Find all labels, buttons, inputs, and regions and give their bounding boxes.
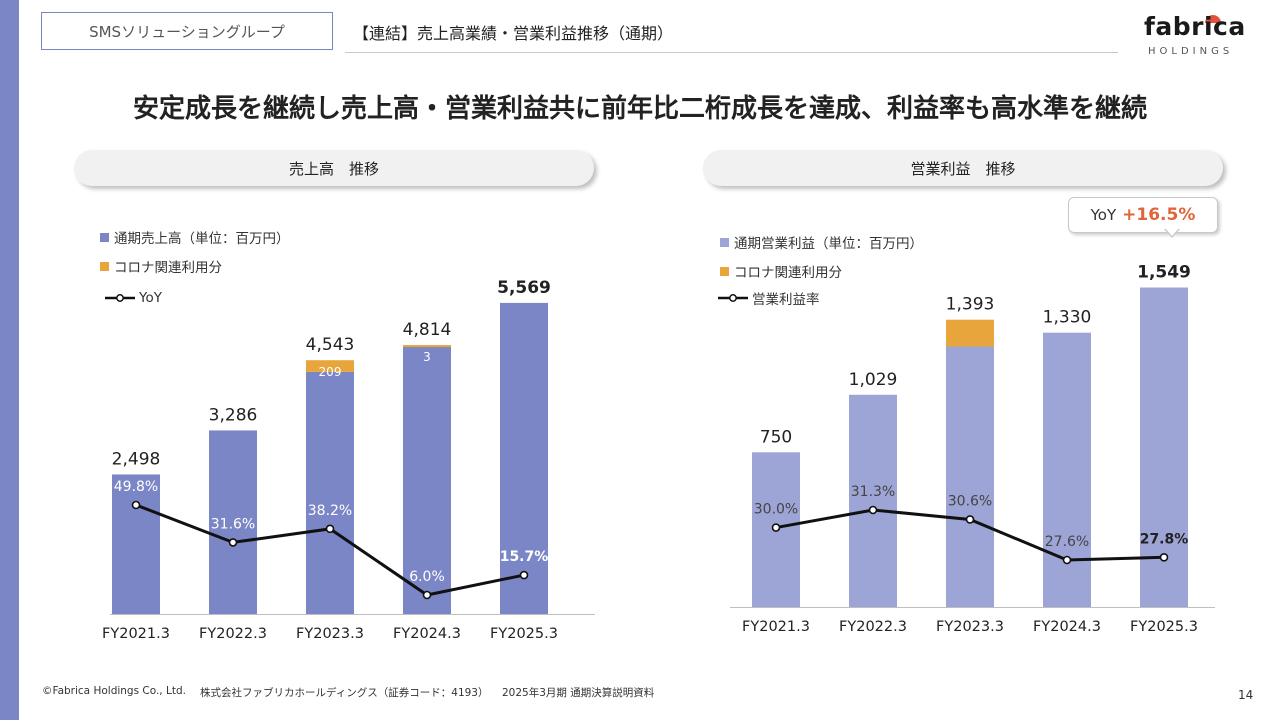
sales-covid-segment	[306, 360, 354, 372]
yoy-callout-box: YoY +16.5%	[1068, 197, 1218, 233]
legend-covid-item: コロナ関連利用分	[100, 256, 222, 276]
profit-line-label: 30.6%	[948, 493, 992, 509]
profit-total-label: 1,393	[946, 295, 995, 315]
sales-total-label: 2,498	[112, 449, 161, 469]
legend-margin-item: 営業利益率	[718, 288, 820, 308]
sales-line-point	[228, 538, 238, 547]
logo-mark-icon	[1205, 15, 1221, 23]
company-logo: fabrica HOLDINGS	[1140, 12, 1250, 62]
profit-line-label: 30.0%	[754, 502, 798, 518]
profit-total-label: 1,549	[1137, 263, 1191, 283]
legend-covid2-label: コロナ関連利用分	[734, 265, 842, 281]
profit-chart-title-text: 営業利益 推移	[910, 159, 1016, 178]
profit-total-label: 1,029	[849, 370, 898, 390]
legend-covid2-swatch	[720, 266, 729, 276]
profit-total-label: 750	[760, 427, 792, 447]
group-label-text: SMSソリューショングループ	[89, 22, 285, 41]
legend-covid2-item: コロナ関連利用分	[720, 261, 842, 281]
sales-line-label: 49.8%	[114, 479, 158, 495]
sales-line-point	[325, 524, 335, 534]
profit-bar	[849, 394, 897, 607]
sales-covid-label: 3	[423, 350, 431, 364]
profit-total-label: 1,330	[1043, 308, 1092, 328]
sales-total-label: 4,814	[403, 320, 452, 340]
profit-chart-title: 営業利益 推移	[703, 150, 1223, 186]
sales-covid-segment	[403, 345, 451, 348]
legend-profit-label: 通期営業利益（単位：百万円）	[734, 236, 923, 252]
sales-line-label: 6.0%	[409, 569, 445, 585]
profit-line-point	[868, 505, 878, 515]
sales-line-label: 31.6%	[211, 516, 255, 532]
logo-sub-text: HOLDINGS	[1148, 46, 1234, 57]
sales-total-label: 3,286	[209, 405, 258, 425]
legend-line-marker-icon	[105, 294, 135, 302]
profit-line-label: 31.3%	[851, 484, 895, 500]
sales-line-label: 38.2%	[308, 503, 352, 519]
legend-sales-label: 通期売上高（単位：百万円）	[114, 231, 290, 247]
legend-yoy-label: YoY	[139, 290, 162, 306]
legend-yoy-item: YoY	[105, 290, 162, 306]
legend-line-marker2-icon	[718, 294, 748, 302]
profit-category-label: FY2024.3	[1033, 619, 1101, 635]
profit-line-point	[771, 523, 781, 532]
profit-category-label: FY2025.3	[1130, 619, 1198, 635]
section-title: 【連結】売上高業績・営業利益推移（通期）	[353, 24, 674, 43]
sales-line-point	[422, 590, 432, 600]
profit-covid-segment	[946, 319, 994, 347]
sales-bar	[209, 430, 257, 614]
sales-category-label: FY2022.3	[199, 626, 267, 642]
profit-category-label: FY2023.3	[936, 619, 1004, 635]
sales-bar	[500, 302, 548, 614]
sales-line-point	[131, 500, 141, 510]
footer-company: 株式会社ファブリカホールディングス（証券コード：4193）	[200, 687, 489, 699]
footer-doc: 2025年3月期 通期決算説明資料	[502, 687, 655, 699]
profit-category-label: FY2021.3	[742, 619, 810, 635]
sales-line-label: 15.7%	[500, 549, 549, 565]
legend-sales-item: 通期売上高（単位：百万円）	[100, 227, 290, 247]
profit-line-point	[965, 515, 975, 524]
footer-copyright: ©Fabrica Holdings Co., Ltd.	[42, 685, 186, 697]
legend-covid-label: コロナ関連利用分	[114, 260, 222, 276]
sales-covid-label: 209	[319, 365, 342, 379]
sales-bar	[306, 371, 354, 614]
sales-category-label: FY2023.3	[296, 626, 364, 642]
yoy-callout-value: +16.5%	[1122, 205, 1196, 225]
group-label: SMSソリューショングループ	[41, 12, 333, 50]
sales-total-label: 5,569	[497, 278, 551, 298]
profit-bar	[1043, 332, 1091, 607]
logo-main-text: fabrica	[1144, 12, 1246, 41]
sales-bar	[403, 345, 451, 614]
profit-bar	[946, 346, 994, 607]
page-number: 14	[1238, 688, 1254, 702]
legend-sales-swatch	[100, 232, 109, 242]
yoy-callout-label: YoY	[1090, 206, 1117, 224]
yoy-callout: YoY +16.5%	[1068, 197, 1220, 238]
sales-category-label: FY2024.3	[393, 626, 461, 642]
yoy-callout-tail-inner	[1165, 228, 1179, 236]
sales-chart-title: 売上高 推移	[74, 150, 594, 186]
legend-profit-item: 通期営業利益（単位：百万円）	[720, 232, 923, 252]
legend-covid-swatch	[100, 261, 109, 271]
legend-profit-swatch	[720, 237, 729, 247]
header-divider	[345, 52, 1118, 53]
legend-margin-label: 営業利益率	[752, 292, 820, 308]
sales-total-label: 4,543	[306, 335, 355, 355]
profit-category-label: FY2022.3	[839, 619, 907, 635]
sales-line-point	[519, 570, 529, 580]
profit-line-label: 27.8%	[1140, 531, 1189, 547]
profit-line-point	[1062, 555, 1072, 565]
profit-line-label: 27.6%	[1045, 534, 1089, 550]
sales-category-label: FY2021.3	[102, 626, 170, 642]
profit-line-point	[1159, 552, 1169, 562]
sales-bar	[112, 474, 160, 614]
sales-chart-title-text: 売上高 推移	[288, 159, 379, 178]
page-headline: 安定成長を継続し売上高・営業利益共に前年比二桁成長を達成、利益率も高水準を継続	[132, 94, 1147, 124]
sales-category-label: FY2025.3	[490, 626, 558, 642]
side-accent-bar	[0, 0, 19, 720]
